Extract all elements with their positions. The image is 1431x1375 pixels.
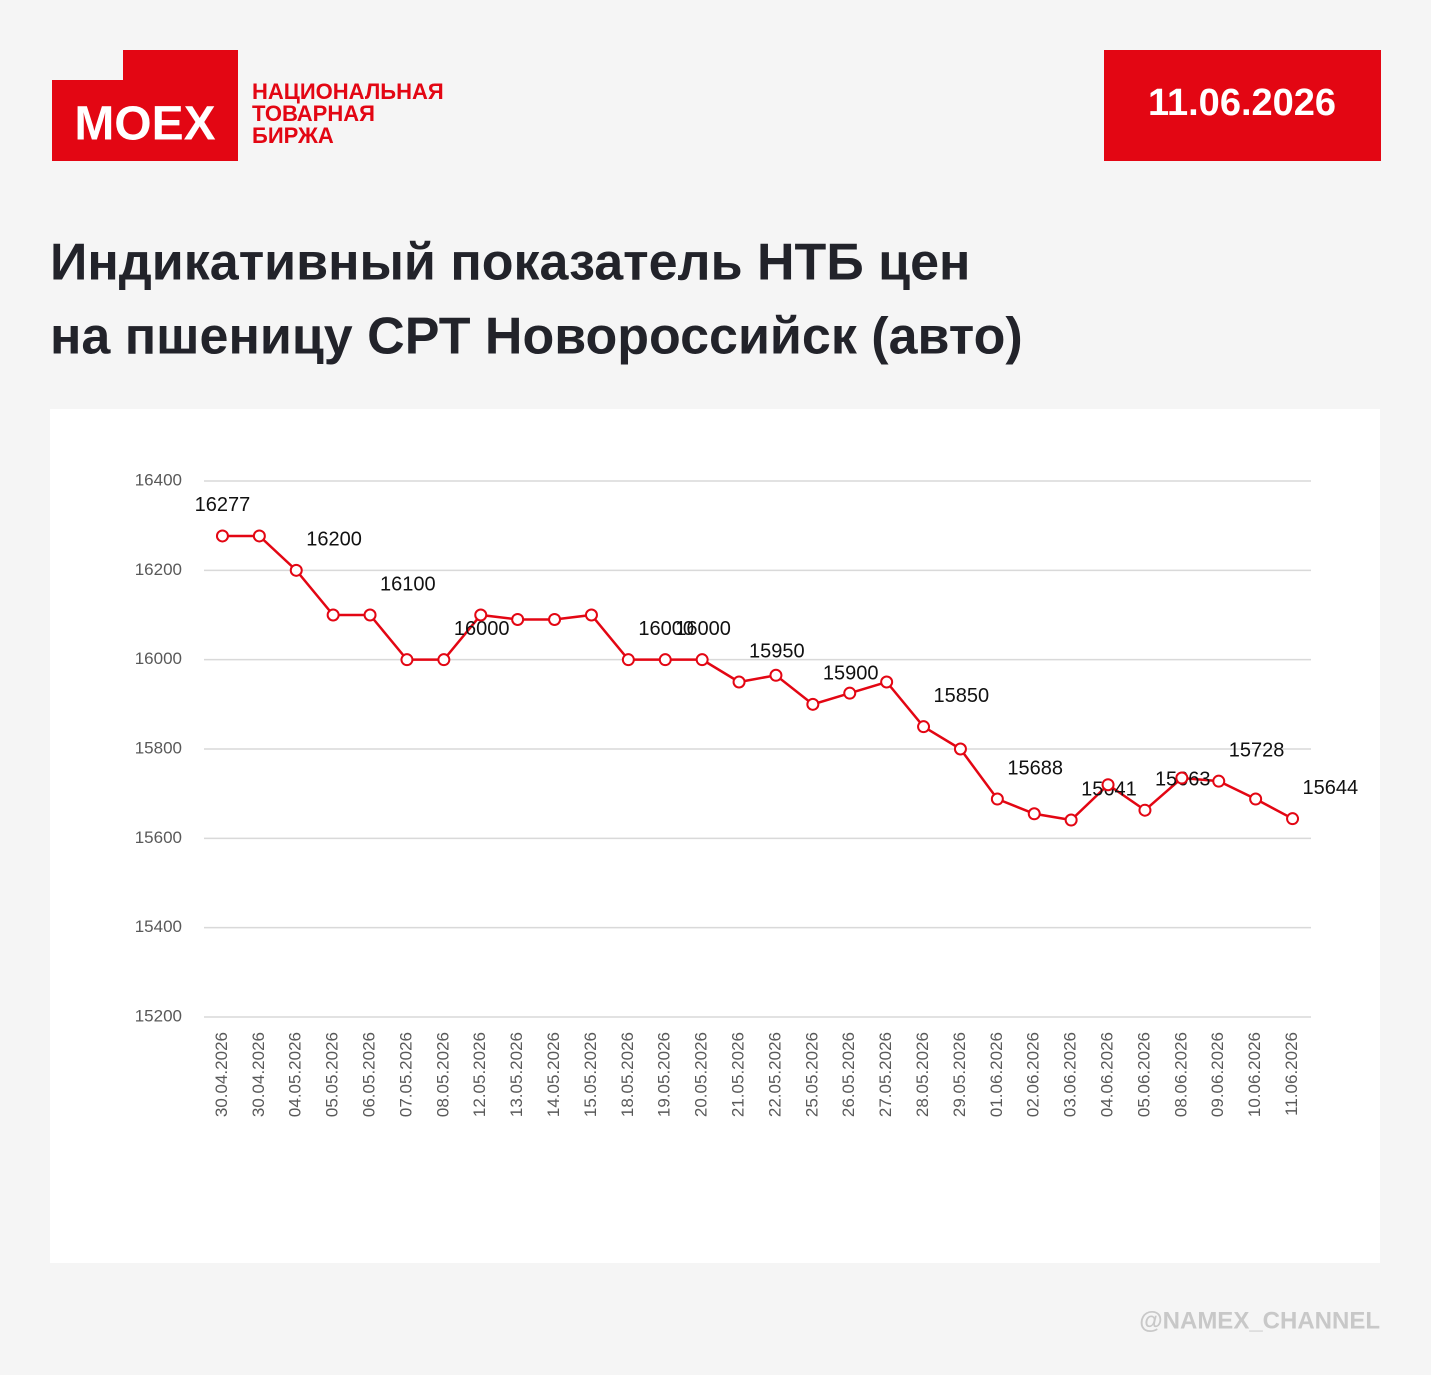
y-tick-label: 15400: [135, 917, 182, 936]
point: [437, 653, 451, 667]
x-tick-label: 10.06.2026: [1245, 1032, 1264, 1117]
point: [584, 608, 598, 622]
y-tick-label: 15200: [135, 1006, 182, 1025]
x-tick-label: 01.06.2026: [987, 1032, 1006, 1117]
chart-title: на пшеницу СРТ Новороссийск (авто): [50, 308, 1023, 366]
x-tick-label: 11.06.2026: [1282, 1032, 1301, 1116]
x-tick-label: 27.05.2026: [876, 1032, 895, 1117]
point: [1064, 813, 1078, 827]
point: [215, 529, 229, 543]
point: [1286, 812, 1300, 826]
point: [806, 697, 820, 711]
point: [1249, 792, 1263, 806]
x-tick-label: 20.05.2026: [692, 1032, 711, 1117]
point: [1175, 771, 1189, 785]
x-tick-label: 21.05.2026: [729, 1032, 748, 1117]
data-label: 15900: [823, 663, 879, 685]
point: [511, 612, 525, 626]
x-tick-label: 08.06.2026: [1171, 1032, 1190, 1117]
x-tick-label: 05.06.2026: [1134, 1032, 1153, 1117]
data-label: 15688: [1007, 757, 1063, 779]
chart-panel: [50, 409, 1380, 1263]
point: [658, 653, 672, 667]
x-tick-label: 04.06.2026: [1098, 1032, 1117, 1117]
point: [695, 653, 709, 667]
data-label: 16000: [454, 618, 510, 640]
brand-name: БИРЖА: [252, 123, 334, 148]
y-tick-label: 16200: [135, 560, 182, 579]
point: [400, 653, 414, 667]
point: [1101, 778, 1115, 792]
point: [880, 675, 894, 689]
x-tick-label: 03.06.2026: [1061, 1032, 1080, 1117]
x-tick-label: 30.04.2026: [249, 1032, 268, 1117]
x-tick-label: 09.06.2026: [1208, 1032, 1227, 1117]
data-label: 15728: [1229, 739, 1285, 761]
y-tick-label: 16000: [135, 649, 182, 668]
point: [990, 792, 1004, 806]
x-tick-label: 14.05.2026: [544, 1032, 563, 1117]
data-label: 16000: [675, 618, 731, 640]
y-tick-label: 15600: [135, 828, 182, 847]
data-label: 15950: [749, 640, 805, 662]
point: [548, 612, 562, 626]
point: [732, 675, 746, 689]
x-tick-label: 19.05.2026: [655, 1032, 674, 1117]
x-tick-label: 07.05.2026: [396, 1032, 415, 1117]
x-tick-label: 26.05.2026: [839, 1032, 858, 1117]
x-tick-label: 06.05.2026: [360, 1032, 379, 1117]
point: [252, 529, 266, 543]
data-label: 16100: [380, 573, 436, 595]
point: [363, 608, 377, 622]
x-tick-label: 02.06.2026: [1024, 1032, 1043, 1117]
point: [1138, 803, 1152, 817]
x-tick-label: 18.05.2026: [618, 1032, 637, 1117]
data-label: 16277: [195, 494, 251, 516]
point: [289, 563, 303, 577]
logo-text: MOEX: [74, 98, 215, 151]
x-tick-label: 13.05.2026: [507, 1032, 526, 1117]
point: [769, 668, 783, 682]
logo-block: [52, 80, 238, 161]
brand-name: ТОВАРНАЯ: [252, 101, 375, 126]
point: [843, 686, 857, 700]
x-tick-label: 28.05.2026: [913, 1032, 932, 1117]
point: [1212, 774, 1226, 788]
data-label: 16200: [306, 529, 362, 551]
x-tick-label: 30.04.2026: [212, 1032, 231, 1117]
x-tick-label: 04.05.2026: [286, 1032, 305, 1117]
data-label: 15850: [934, 685, 990, 707]
point: [1027, 807, 1041, 821]
point: [326, 608, 340, 622]
data-label: 15644: [1303, 777, 1359, 799]
line: [222, 534, 1294, 822]
point: [917, 720, 931, 734]
date: 11.06.2026: [1148, 82, 1336, 124]
x-tick-label: 29.05.2026: [950, 1032, 969, 1117]
y-tick-label: 15800: [135, 738, 182, 757]
point: [474, 608, 488, 622]
x-tick-label: 12.05.2026: [470, 1032, 489, 1117]
chart-title: Индикативный показатель НТБ цен: [50, 234, 970, 292]
x-tick-label: 15.05.2026: [581, 1032, 600, 1117]
point: [621, 653, 635, 667]
y-tick-label: 16400: [135, 470, 182, 489]
x-tick-label: 05.05.2026: [323, 1032, 342, 1117]
footer: @NAMEX_CHANNEL: [1139, 1307, 1380, 1334]
x-tick-label: 08.05.2026: [433, 1032, 452, 1117]
point: [953, 742, 967, 756]
date-box: [1104, 50, 1381, 161]
brand-name: НАЦИОНАЛЬНАЯ: [252, 79, 444, 104]
data-label: 16000: [638, 618, 694, 640]
x-tick-label: 22.05.2026: [765, 1032, 784, 1117]
x-tick-label: 25.05.2026: [802, 1032, 821, 1117]
